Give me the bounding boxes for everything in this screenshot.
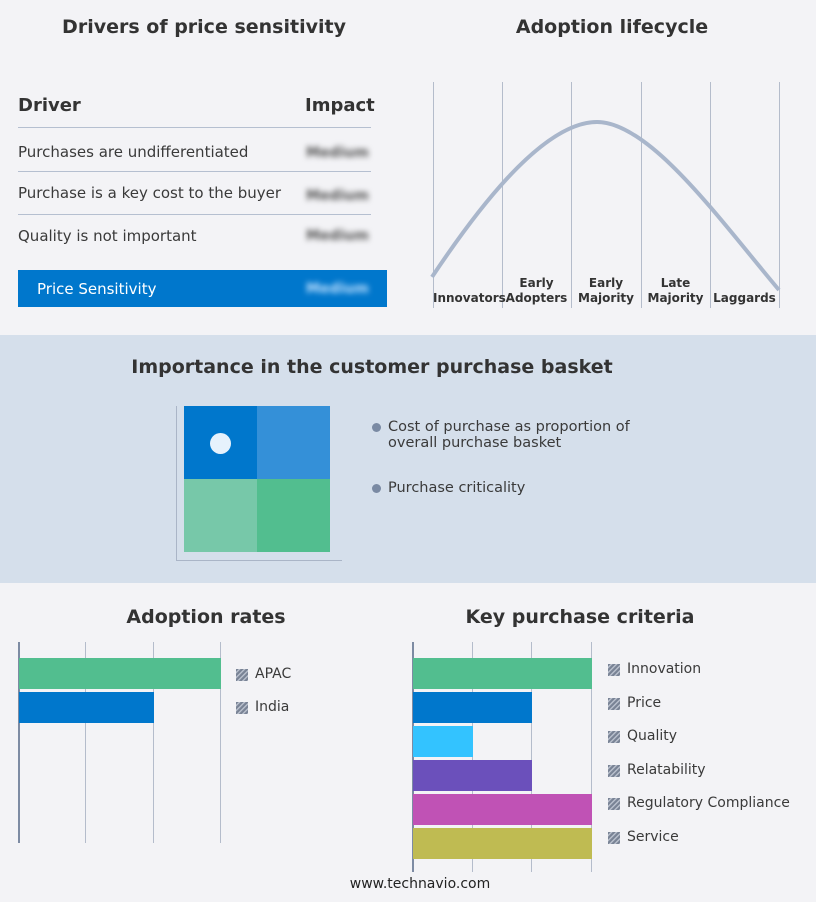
lifecycle-divider — [571, 82, 572, 308]
driver-row-impact: Medium — [306, 228, 369, 244]
legend-line: overall purchase basket — [388, 435, 562, 451]
bar-price — [413, 692, 533, 723]
stage-line: Early — [588, 276, 624, 290]
lifecycle-curve-svg — [430, 119, 781, 292]
stage-line: Laggards — [713, 291, 776, 305]
driver-row-label: Purchase is a key cost to the buyer — [18, 184, 282, 202]
legend-label: Innovation — [627, 661, 702, 677]
lifecycle-divider — [641, 82, 642, 308]
purchase-basket-section — [0, 335, 816, 583]
position-marker — [210, 433, 231, 454]
lifecycle-stage-label: Laggards — [710, 291, 779, 306]
divider — [18, 171, 371, 172]
legend-label: Quality — [627, 728, 678, 745]
stage-line: Late — [660, 276, 691, 290]
lifecycle-stage-label: Late Majority — [641, 276, 710, 306]
stage-line: Majority — [647, 291, 704, 305]
legend-line: Cost of purchase as proportion of — [388, 419, 630, 435]
legend-label: Relatability — [627, 761, 706, 778]
legend-bullet-icon — [372, 423, 381, 432]
bar-regulatory-compliance — [413, 794, 592, 825]
matrix-x-axis — [176, 560, 342, 561]
basket-legend-cost: Cost of purchase as proportion of overal… — [388, 419, 630, 451]
legend-label: Price — [627, 694, 662, 711]
summary-impact: Medium — [306, 281, 369, 297]
matrix-quadrant-bottom-left — [184, 479, 257, 552]
bar-service — [413, 828, 592, 859]
matrix-quadrant-bottom-right — [257, 479, 330, 552]
lifecycle-divider — [433, 82, 434, 308]
lifecycle-divider — [502, 82, 503, 308]
driver-row-impact: Medium — [306, 145, 369, 161]
divider — [18, 214, 371, 215]
legend-swatch-icon — [608, 798, 620, 811]
lifecycle-stage-label: Early Adopters — [502, 276, 571, 306]
legend-swatch-icon — [608, 832, 620, 844]
legend-swatch-icon — [608, 731, 620, 744]
gridline — [531, 642, 533, 872]
gridline — [152, 642, 154, 843]
divider — [18, 127, 371, 128]
bar-relatability — [413, 760, 533, 791]
legend-swatch-icon — [236, 702, 248, 714]
bar-axis — [18, 642, 20, 843]
summary-label: Price Sensitivity — [37, 280, 157, 298]
driver-row-impact: Medium — [306, 188, 369, 204]
kpc-title: Key purchase criteria — [465, 606, 695, 628]
basket-title: Importance in the customer purchase bask… — [131, 356, 613, 378]
legend-label: APAC — [255, 666, 292, 682]
bar-quality — [413, 726, 473, 757]
stage-line: Adopters — [505, 291, 568, 305]
bar-axis — [412, 642, 414, 872]
gridline — [220, 642, 221, 843]
driver-row-label: Purchases are undifferentiated — [18, 143, 249, 161]
price-sensitivity-title: Drivers of price sensitivity — [62, 16, 346, 38]
legend-label: Regulatory Compliance — [627, 795, 790, 812]
driver-row-label: Quality is not important — [18, 227, 197, 245]
legend-swatch-icon — [608, 764, 620, 777]
legend-bullet-icon — [372, 484, 381, 493]
lifecycle-divider — [710, 82, 711, 308]
legend-swatch-icon — [608, 697, 620, 710]
legend-label: India — [255, 699, 290, 715]
adoption-rates-title: Adoption rates — [126, 606, 286, 628]
driver-column-header: Driver — [18, 95, 81, 116]
legend-swatch-icon — [236, 669, 248, 681]
stage-line: Majority — [578, 291, 634, 305]
stage-line: Early — [519, 276, 554, 290]
bar-india — [19, 692, 154, 723]
lifecycle-divider — [779, 82, 780, 308]
impact-column-header: Impact — [305, 95, 375, 116]
matrix-quadrant-top-right — [257, 406, 330, 479]
legend-swatch-icon — [608, 664, 620, 676]
legend-label: Service — [627, 829, 679, 845]
adoption-curve — [430, 119, 781, 292]
lifecycle-title: Adoption lifecycle — [515, 16, 709, 38]
basket-legend-criticality: Purchase criticality — [388, 480, 526, 496]
lifecycle-stage-label: Early Majority — [571, 276, 641, 306]
price-sensitivity-summary: Price Sensitivity Medium — [18, 270, 387, 307]
gridline — [591, 642, 592, 872]
gridline — [85, 642, 87, 843]
bar-apac — [19, 658, 221, 689]
matrix-y-axis — [176, 406, 177, 560]
bar-innovation — [413, 658, 592, 689]
stage-line: Innovators — [433, 291, 506, 305]
footer-site: www.technavio.com — [349, 876, 491, 892]
lifecycle-stage-label: Innovators — [433, 291, 506, 306]
gridline — [471, 642, 473, 872]
